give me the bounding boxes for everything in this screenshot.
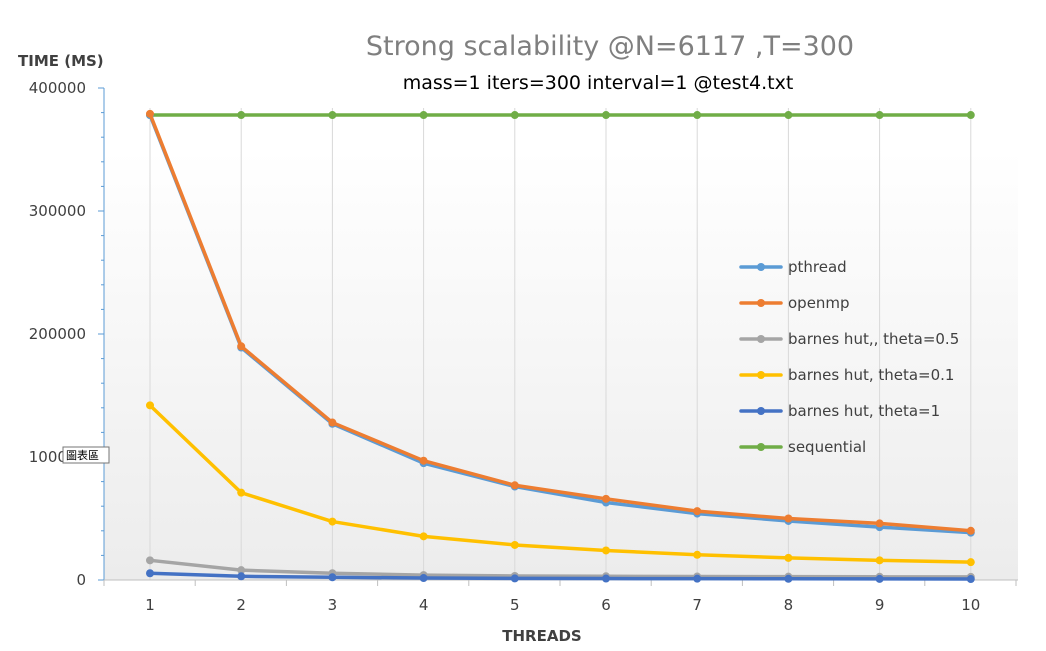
series-3 — [146, 401, 975, 567]
series-line — [148, 112, 973, 533]
legend-item: barnes hut, theta=1 — [739, 402, 940, 420]
legend-label: barnes hut, theta=1 — [788, 402, 940, 420]
legend-swatch-marker — [757, 335, 765, 343]
data-point — [146, 569, 154, 578]
legend-swatch-marker — [757, 407, 765, 415]
series-line — [148, 558, 973, 579]
legend-label: sequential — [788, 438, 866, 456]
data-point — [510, 540, 519, 549]
y-tick-label: 300000 — [29, 202, 86, 220]
legend-item: sequential — [739, 438, 866, 456]
data-point — [693, 507, 702, 516]
legend-swatch-marker — [757, 299, 765, 307]
data-point — [419, 532, 428, 541]
data-point — [328, 111, 337, 120]
data-point — [237, 488, 246, 497]
x-tick-label: 5 — [510, 596, 520, 614]
x-tick-label: 7 — [692, 596, 702, 614]
data-point — [602, 494, 610, 503]
x-tick-label: 6 — [601, 596, 611, 614]
legend-item: pthread — [739, 258, 847, 276]
data-point — [602, 111, 610, 120]
x-tick-label: 10 — [961, 596, 980, 614]
data-point — [966, 558, 975, 567]
legend-swatch-marker — [757, 443, 765, 451]
y-tick-label: 400000 — [29, 79, 86, 97]
chart-title: Strong scalability @N=6117 ,T=300 — [366, 31, 854, 62]
data-point — [693, 111, 702, 120]
legend-item: openmp — [739, 294, 850, 312]
series-line — [148, 571, 973, 581]
data-point — [693, 550, 702, 559]
legend-item: barnes hut,, theta=0.5 — [739, 330, 959, 348]
y-tick-label: 200000 — [29, 325, 86, 343]
data-point — [966, 526, 975, 535]
data-point — [237, 566, 246, 575]
data-point — [966, 111, 975, 120]
data-point — [237, 572, 246, 581]
x-tick-label: 1 — [145, 596, 155, 614]
data-point — [146, 556, 154, 565]
data-point — [328, 517, 337, 526]
x-tick-label: 4 — [419, 596, 429, 614]
series-5 — [146, 111, 975, 120]
y-tick-label: 0 — [76, 571, 86, 589]
data-point — [419, 574, 428, 583]
tooltip-box — [62, 446, 110, 464]
legend: pthread openmp barnes hut,, theta=0.5 barne… — [739, 258, 959, 456]
legend-label: openmp — [788, 294, 850, 312]
legend-swatch-marker — [757, 263, 765, 271]
data-point — [784, 574, 793, 583]
data-point — [146, 109, 154, 118]
y-axis-title: TIME (MS) — [18, 52, 104, 70]
legend-label: pthread — [788, 258, 847, 276]
x-tick-label: 2 — [236, 596, 246, 614]
series — [146, 109, 975, 584]
data-point — [237, 342, 246, 351]
data-point — [875, 574, 884, 583]
x-tick-label: 8 — [784, 596, 794, 614]
x-tick-label: 9 — [875, 596, 885, 614]
chart-subtitle: mass=1 iters=300 interval=1 @test4.txt — [403, 72, 794, 94]
series-1 — [146, 109, 975, 535]
data-point — [602, 574, 610, 583]
data-point — [875, 111, 884, 120]
data-point — [784, 514, 793, 523]
data-point — [510, 481, 519, 490]
data-point — [328, 418, 337, 427]
legend-swatch-marker — [757, 371, 765, 379]
data-point — [875, 519, 884, 528]
data-point — [419, 111, 428, 120]
data-point — [328, 573, 337, 582]
data-point — [784, 111, 793, 120]
data-point — [419, 456, 428, 465]
legend-label: barnes hut,, theta=0.5 — [788, 330, 959, 348]
x-ticks: 1 2 3 4 5 6 7 8 9 10 — [103, 580, 1017, 614]
data-point — [784, 553, 793, 562]
tooltip-text: 圖表區 — [66, 448, 99, 462]
data-point — [966, 575, 975, 584]
data-point — [875, 556, 884, 565]
data-point — [237, 111, 246, 120]
data-point — [510, 574, 519, 583]
legend-label: barnes hut, theta=0.1 — [788, 366, 954, 384]
data-point — [693, 574, 702, 583]
series-line — [148, 403, 973, 564]
data-point — [146, 401, 154, 410]
data-point — [510, 111, 519, 120]
legend-item: barnes hut, theta=0.1 — [739, 366, 954, 384]
chart-area-tooltip: 圖表區 — [62, 446, 110, 464]
x-axis-title: THREADS — [502, 627, 581, 645]
plot-area-background — [104, 150, 1018, 580]
x-tick-label: 3 — [328, 596, 338, 614]
series-4 — [146, 569, 975, 584]
data-point — [602, 546, 610, 555]
